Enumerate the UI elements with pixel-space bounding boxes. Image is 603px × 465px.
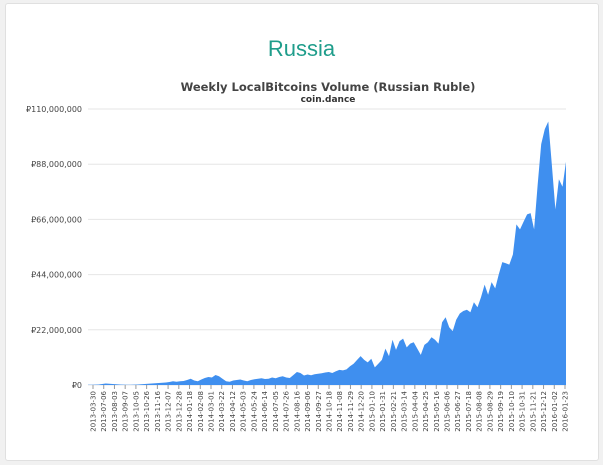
x-tick-label: 2015-01-10 xyxy=(368,391,376,432)
x-tick-label: 2013-09-07 xyxy=(122,391,130,432)
x-tick-label: 2015-06-06 xyxy=(444,390,452,431)
y-tick-label: ₽66,000,000 xyxy=(31,215,82,224)
x-tick-label: 2015-03-14 xyxy=(401,390,409,431)
x-tick-label: 2014-04-12 xyxy=(229,391,237,432)
x-tick-label: 2015-08-08 xyxy=(476,391,484,432)
y-tick-label: ₽0 xyxy=(72,381,82,390)
x-tick-label: 2015-05-16 xyxy=(433,390,441,431)
x-tick-label: 2015-07-18 xyxy=(465,391,473,432)
x-tick-label: 2013-10-05 xyxy=(132,391,140,432)
x-tick-label: 2016-01-02 xyxy=(551,391,559,432)
x-tick-label: 2014-11-29 xyxy=(347,391,355,432)
x-tick-label: 2013-08-03 xyxy=(111,391,119,432)
x-axis: 2013-03-30 2013-07-06 2013-08-03 2013-09-07… xyxy=(90,385,570,432)
y-tick-label: ₽22,000,000 xyxy=(31,326,82,335)
volume-area xyxy=(88,121,566,385)
x-tick-label: 2014-05-03 xyxy=(240,391,248,432)
x-tick-label: 2015-10-10 xyxy=(508,391,516,432)
x-tick-label: 2013-12-07 xyxy=(165,391,173,432)
x-tick-label: 2014-09-06 xyxy=(304,390,312,431)
y-tick-label: ₽44,000,000 xyxy=(31,271,82,280)
x-tick-label: 2013-03-30 xyxy=(90,391,98,432)
y-tick-label: ₽88,000,000 xyxy=(31,160,82,169)
x-tick-label: 2015-04-04 xyxy=(411,390,419,431)
x-tick-label: 2015-01-31 xyxy=(379,391,387,432)
x-tick-label: 2014-05-24 xyxy=(250,390,258,431)
x-tick-label: 2014-08-16 xyxy=(293,390,301,431)
x-tick-label: 2015-04-25 xyxy=(422,391,430,432)
x-tick-label: 2014-07-05 xyxy=(272,391,280,432)
x-tick-label: 2015-06-27 xyxy=(454,391,462,432)
x-tick-label: 2015-02-21 xyxy=(390,391,398,432)
x-tick-label: 2016-01-23 xyxy=(562,391,570,432)
x-tick-label: 2013-11-16 xyxy=(154,390,162,431)
x-tick-label: 2013-07-06 xyxy=(100,390,108,431)
grid-lines xyxy=(88,108,566,386)
x-tick-label: 2014-06-14 xyxy=(261,390,269,431)
y-axis: ₽0 ₽22,000,000 ₽44,000,000 ₽66,000,000 ₽88,0… xyxy=(26,105,82,390)
y-tick-label: ₽110,000,000 xyxy=(26,105,82,114)
x-tick-label: 2013-12-28 xyxy=(175,391,183,432)
x-tick-label: 2015-09-19 xyxy=(497,391,505,432)
page-title: Russia xyxy=(267,36,336,61)
x-tick-label: 2014-07-26 xyxy=(283,390,291,431)
x-tick-label: 2015-08-29 xyxy=(486,391,494,432)
x-tick-label: 2015-12-12 xyxy=(540,391,548,432)
x-tick-label: 2013-10-26 xyxy=(143,390,151,431)
x-tick-label: 2014-09-27 xyxy=(315,391,323,432)
x-tick-label: 2014-03-22 xyxy=(218,391,226,432)
x-tick-label: 2014-03-01 xyxy=(208,391,216,432)
x-tick-label: 2014-01-18 xyxy=(186,391,194,432)
x-tick-label: 2014-02-08 xyxy=(197,391,205,432)
x-tick-label: 2015-10-31 xyxy=(519,391,527,432)
x-tick-label: 2014-12-20 xyxy=(358,391,366,432)
x-tick-label: 2015-11-21 xyxy=(529,391,537,432)
x-tick-label: 2014-11-08 xyxy=(336,391,344,432)
chart-subtitle: coin.dance xyxy=(301,95,356,105)
chart-title: Weekly LocalBitcoins Volume (Russian Rub… xyxy=(181,80,476,94)
x-tick-label: 2014-10-18 xyxy=(326,391,334,432)
